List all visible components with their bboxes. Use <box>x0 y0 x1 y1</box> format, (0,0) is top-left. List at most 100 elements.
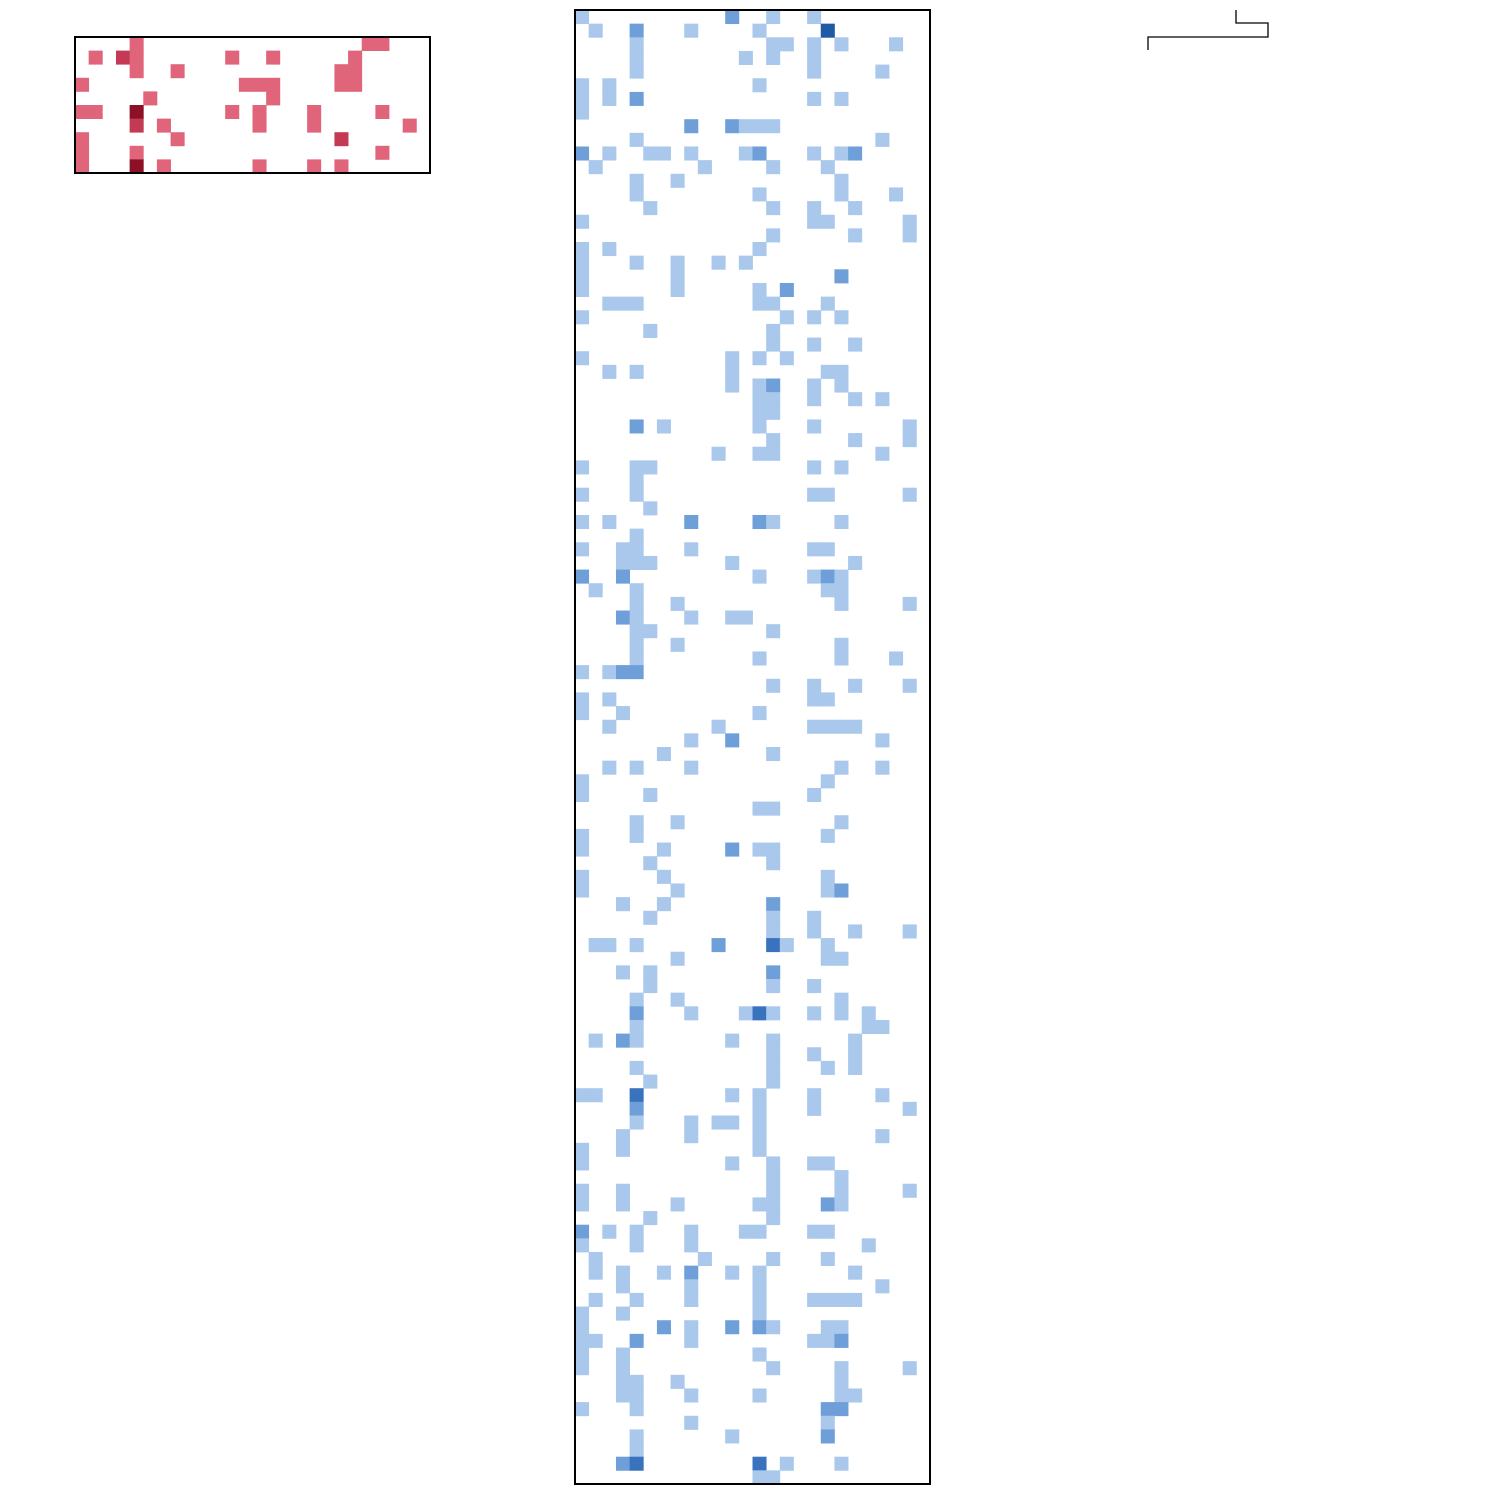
red-heatmap-cell <box>88 50 103 65</box>
red-heatmap-cell <box>266 50 281 65</box>
red-heatmap-cell <box>238 77 253 92</box>
blue-heatmap-cell <box>875 760 890 775</box>
blue-heatmap-cell <box>697 1251 712 1267</box>
blue-heatmap-cell <box>902 678 917 693</box>
blue-heatmap-cell <box>575 1347 590 1362</box>
blue-heatmap-cell <box>615 555 631 570</box>
blue-heatmap-cell <box>820 1060 835 1075</box>
dendrogram-fragment <box>1147 10 1269 50</box>
blue-heatmap-cell <box>820 542 835 557</box>
blue-heatmap-cell <box>820 1251 835 1267</box>
red-heatmap-cell <box>307 105 322 119</box>
blue-heatmap-cell <box>807 146 822 161</box>
blue-heatmap-cell <box>766 801 781 816</box>
blue-heatmap-cell <box>779 938 794 953</box>
blue-heatmap-cell <box>766 1197 781 1212</box>
blue-heatmap-cell <box>725 1033 740 1048</box>
blue-heatmap-cell <box>602 91 617 106</box>
blue-heatmap-cell <box>738 146 753 161</box>
blue-heatmap-cell <box>752 1088 767 1103</box>
blue-heatmap-cell <box>820 1429 835 1444</box>
blue-heatmap-cell <box>820 1320 835 1335</box>
blue-heatmap-cell <box>615 1388 631 1403</box>
blue-heatmap-cell <box>711 938 726 953</box>
blue-heatmap-cell <box>834 1292 849 1307</box>
red-heatmap-cell <box>361 37 376 51</box>
blue-heatmap-cell <box>807 37 822 52</box>
blue-heatmap-cell <box>629 1374 644 1389</box>
blue-heatmap-cell <box>766 910 781 925</box>
blue-heatmap-cell <box>615 1129 631 1144</box>
red-heatmap-cell <box>143 91 158 106</box>
blue-heatmap-cell <box>643 460 658 475</box>
blue-heatmap-cell <box>807 1047 822 1062</box>
red-heatmap-cell <box>225 105 240 119</box>
blue-heatmap-cell <box>848 1060 863 1075</box>
blue-heatmap-cell <box>820 719 835 734</box>
blue-heatmap-cell <box>629 1388 644 1403</box>
blue-heatmap-cell <box>834 815 849 830</box>
blue-heatmap-cell <box>629 132 644 147</box>
blue-heatmap-cell <box>697 160 712 175</box>
blue-heatmap-cell <box>820 583 835 598</box>
blue-heatmap-cell <box>643 965 658 980</box>
blue-heatmap-cell <box>615 1306 631 1321</box>
blue-heatmap-cell <box>807 378 822 393</box>
blue-heatmap-cell <box>684 1333 699 1348</box>
red-heatmap-cell <box>156 118 171 133</box>
blue-heatmap-cell <box>629 828 644 843</box>
red-heatmap-cell <box>375 145 390 160</box>
blue-heatmap-cell <box>752 569 767 584</box>
blue-heatmap-cell <box>807 692 822 707</box>
blue-heatmap-cell <box>807 1006 822 1021</box>
blue-heatmap-cell <box>766 37 781 52</box>
blue-heatmap-cell <box>807 979 822 994</box>
blue-heatmap-cell <box>656 842 671 857</box>
blue-heatmap-cell <box>766 405 781 420</box>
blue-heatmap-cell <box>629 1443 644 1458</box>
blue-heatmap-cell <box>820 951 835 966</box>
red-heatmap-cell <box>170 64 185 79</box>
blue-heatmap-cell <box>752 23 767 38</box>
blue-heatmap-cell <box>629 760 644 775</box>
blue-heatmap-cell <box>725 1320 740 1335</box>
blue-heatmap-cell <box>834 187 849 202</box>
blue-heatmap-cell <box>615 897 631 912</box>
blue-heatmap-cell <box>575 214 590 229</box>
blue-heatmap-cell <box>779 282 794 298</box>
blue-heatmap-cell <box>807 201 822 216</box>
blue-heatmap-cell <box>629 1006 644 1021</box>
blue-heatmap-cell <box>766 446 781 461</box>
red-heatmap-cell <box>252 77 267 92</box>
blue-heatmap-cell <box>670 596 685 611</box>
blue-heatmap-cell <box>629 1456 644 1471</box>
blue-heatmap-cell <box>807 310 822 325</box>
blue-heatmap-cell <box>684 1115 699 1130</box>
blue-heatmap-cell <box>656 146 671 161</box>
blue-heatmap-cell <box>643 856 658 871</box>
blue-heatmap-frame <box>574 9 931 1485</box>
blue-heatmap-cell <box>820 296 835 311</box>
blue-heatmap-cell <box>725 1429 740 1444</box>
blue-heatmap-cell <box>629 460 644 475</box>
blue-heatmap-cell <box>602 1224 617 1239</box>
blue-heatmap-cell <box>766 337 781 352</box>
blue-heatmap-cell <box>643 910 658 925</box>
blue-heatmap-cell <box>820 869 835 884</box>
blue-heatmap-cell <box>588 1333 603 1348</box>
blue-heatmap-cell <box>684 1415 699 1430</box>
blue-heatmap-cell <box>766 979 781 994</box>
blue-heatmap-cell <box>629 255 644 270</box>
blue-heatmap-cell <box>575 242 590 257</box>
blue-heatmap-cell <box>575 78 590 93</box>
blue-heatmap-cell <box>629 542 644 557</box>
blue-heatmap-cell <box>615 965 631 980</box>
blue-heatmap-cell <box>629 1060 644 1075</box>
blue-heatmap-cell <box>629 37 644 52</box>
blue-heatmap-cell <box>752 446 767 461</box>
blue-heatmap-cell <box>575 269 590 284</box>
blue-heatmap-cell <box>766 1320 781 1335</box>
blue-heatmap-cell <box>834 1197 849 1212</box>
blue-heatmap-cell <box>629 555 644 570</box>
blue-heatmap-cell <box>615 610 631 625</box>
